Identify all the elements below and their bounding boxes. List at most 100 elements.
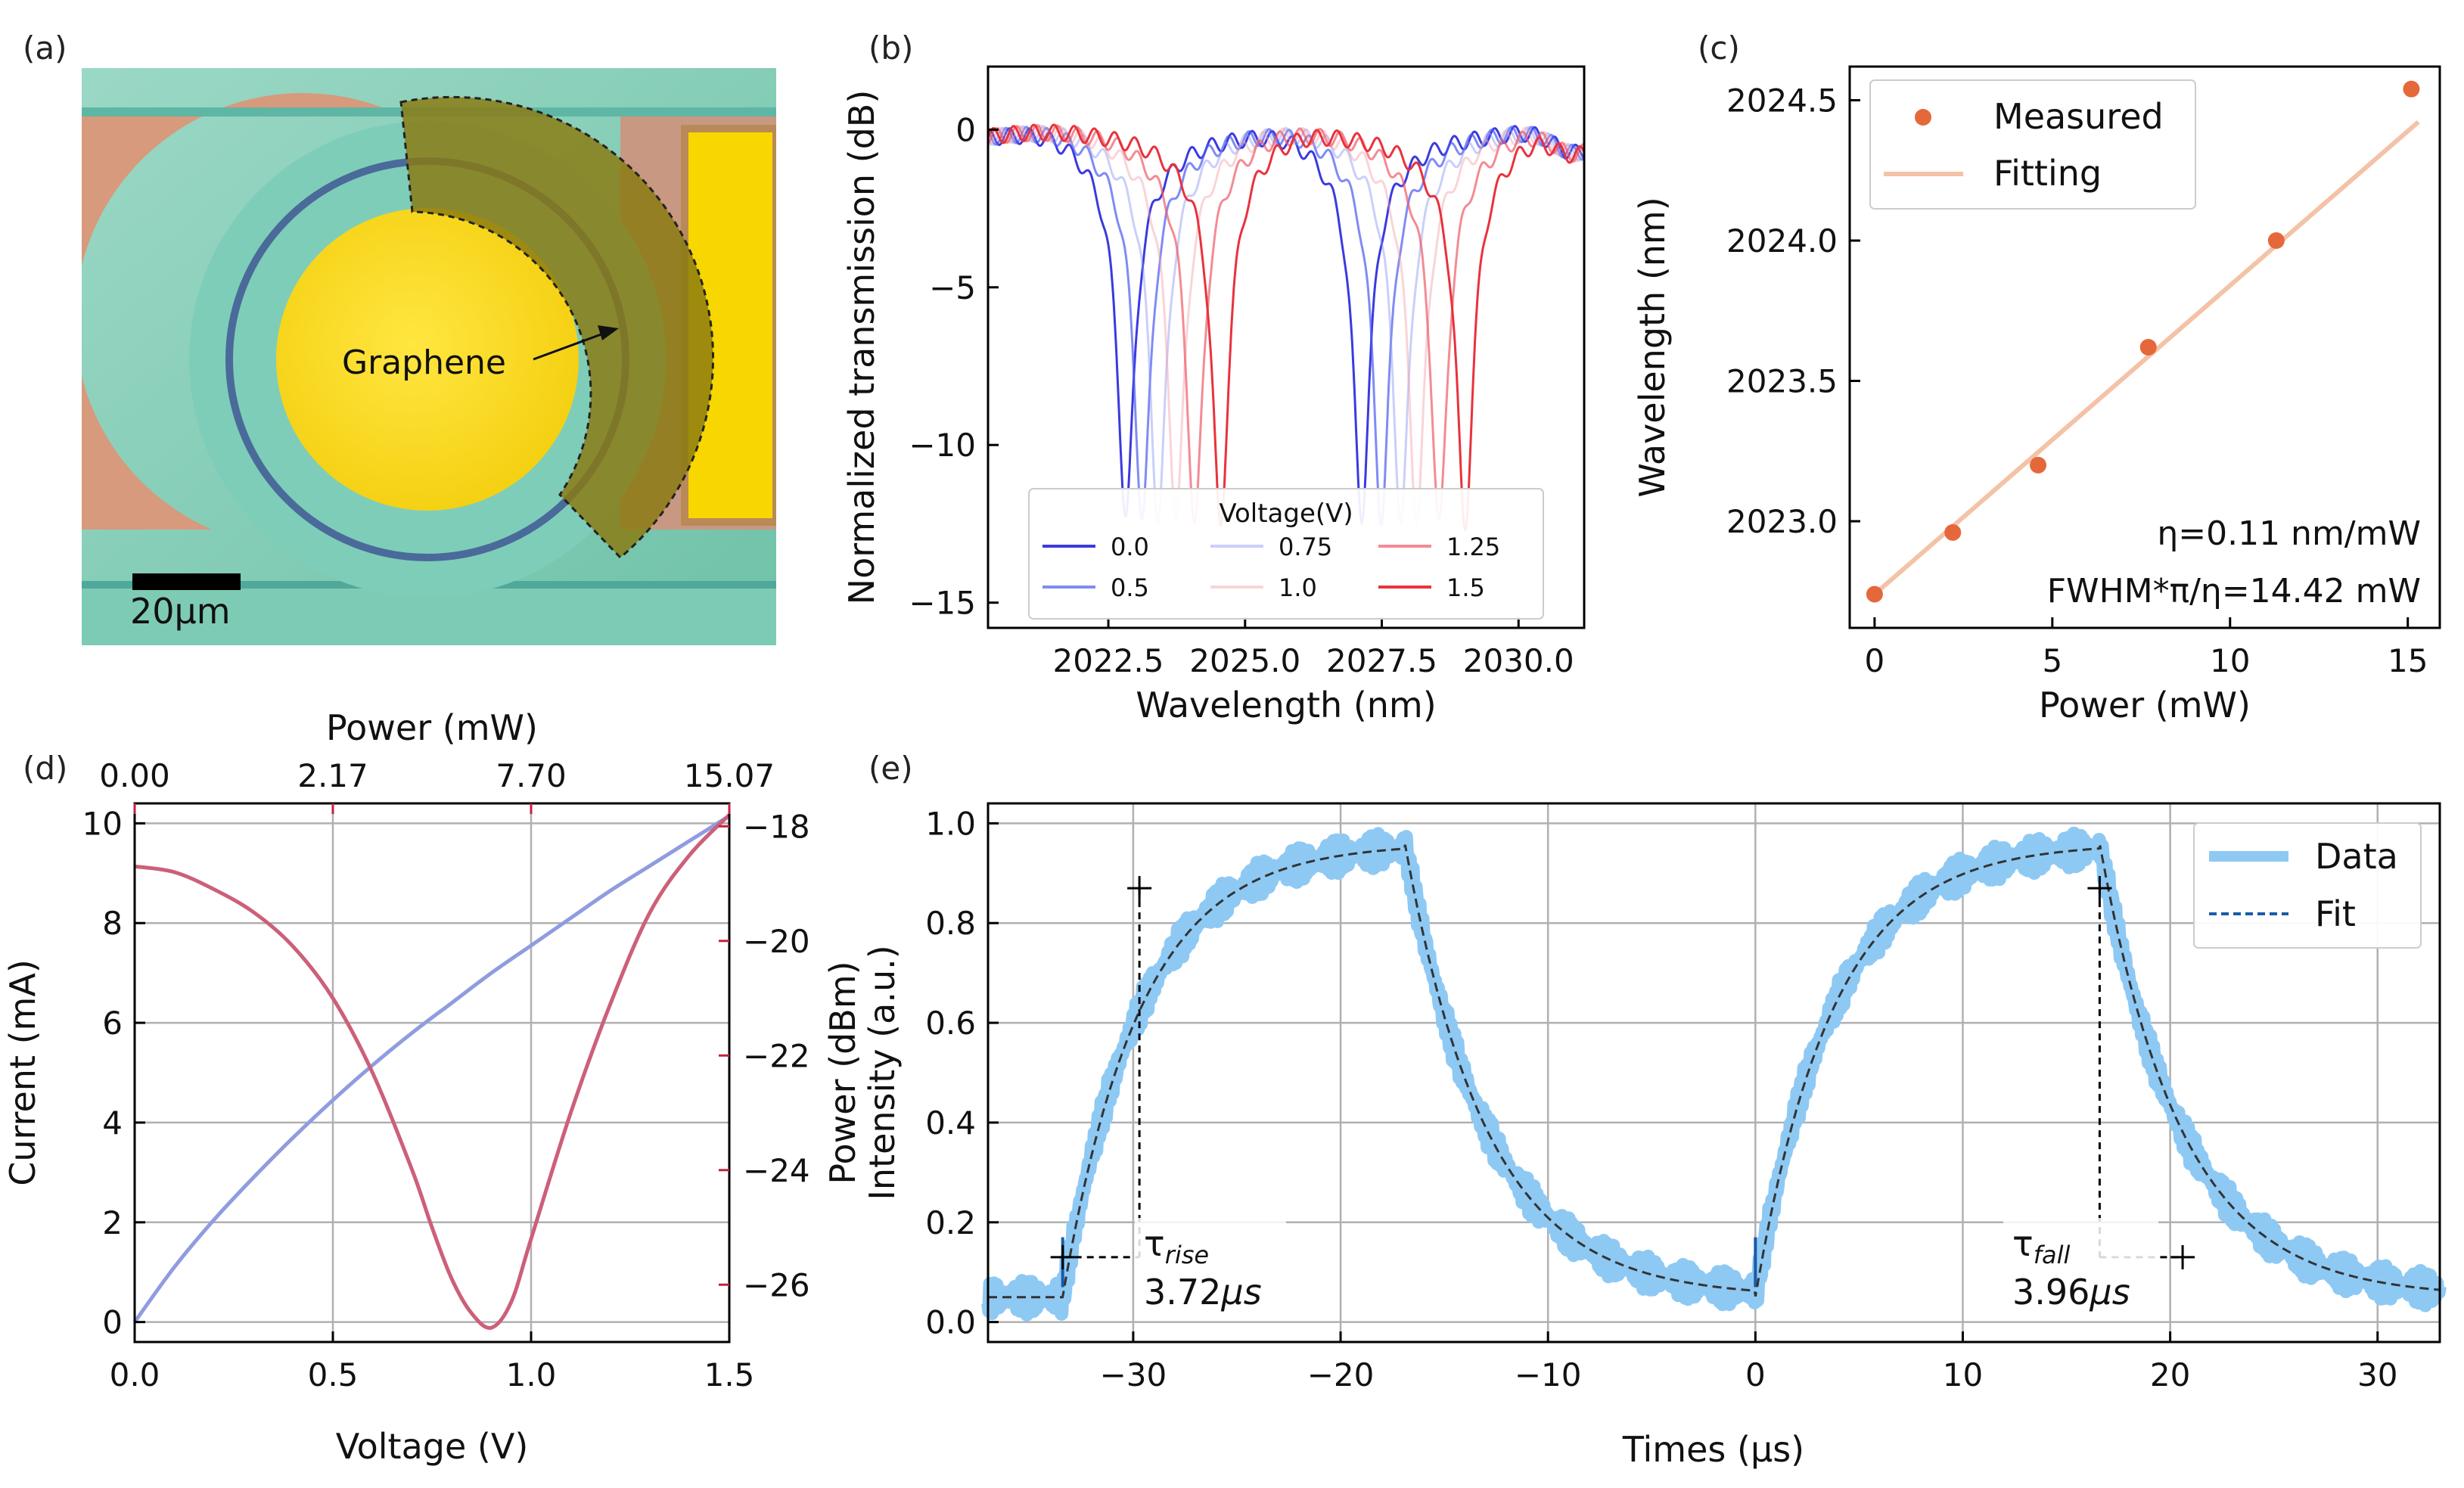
- panel-d-top-xlabel: Power (mW): [326, 707, 538, 748]
- panel-c-axes: [1848, 65, 2441, 629]
- legend-fitting: Fitting: [1993, 153, 2102, 194]
- d-ytick-label: 10: [82, 805, 123, 842]
- panel-e-ylabel: Intensity (a.u.): [862, 945, 903, 1200]
- panel-e-series: [981, 826, 2447, 1322]
- svg-text:3.96μs: 3.96μs: [2012, 1272, 2130, 1312]
- panel-b-series: [987, 123, 1586, 532]
- panel-b-legend: Voltage(V) 0.0 0.5 0.75 1.0 1.25 1.5: [1028, 488, 1544, 620]
- d-top-tick-label: 2.17: [297, 757, 368, 794]
- b-xtick-label: 2030.0: [1463, 642, 1574, 679]
- panel-d-series: [132, 813, 731, 1330]
- tau-fall-value: 3.96: [2012, 1272, 2090, 1312]
- panel-c-label: (c): [1698, 30, 1740, 67]
- panel-c: (c) 0 5 10 15 2023.0 2023.5 2024.0 2024.5 Power…: [1632, 30, 2441, 725]
- measured-point: [2267, 232, 2285, 250]
- c-xtick-label: 15: [2388, 642, 2428, 679]
- d-xtick-label: 1.5: [704, 1356, 755, 1393]
- panel-d-label: (d): [23, 750, 67, 787]
- panel-e-xlabel: Times (μs): [1622, 1429, 1804, 1470]
- graphene-arrow: [533, 331, 606, 361]
- legend-label-1.25: 1.25: [1446, 533, 1500, 561]
- d-ytick-right-label: −24: [743, 1152, 810, 1189]
- series-line-0.5: [987, 126, 1586, 527]
- legend-data: Data: [2315, 836, 2398, 877]
- panel-c-series: [1866, 80, 2420, 603]
- e-xtick-label: −10: [1515, 1356, 1582, 1393]
- e-ytick-label: 0.4: [925, 1104, 976, 1142]
- panel-d-ylabel-left: Current (mA): [2, 959, 43, 1186]
- panel-d-grid: [133, 803, 731, 1342]
- d-xtick-label: 1.0: [506, 1356, 557, 1393]
- series-line-1.0: [987, 124, 1586, 529]
- series-line-1.25: [987, 123, 1585, 524]
- panel-b-axes: [987, 65, 1586, 629]
- panel-e-label: (e): [868, 750, 913, 787]
- measured-point: [2030, 456, 2047, 474]
- panel-b-xlabel: Wavelength (nm): [1136, 685, 1436, 725]
- panel-e-legend: Data Fit: [2193, 822, 2422, 949]
- e-ytick-label: 1.0: [925, 805, 976, 842]
- panel-e-ticks: −30 −20 −10 0 10 20 30 0.0 0.2 0.4 0.6 0.8 1.0: [925, 805, 2397, 1393]
- panel-e-axes: [987, 802, 2441, 1344]
- gold-pad-right: [681, 125, 776, 526]
- d-top-tick-label: 0.00: [99, 757, 170, 794]
- tau-fall-symbol: τ: [2012, 1223, 2034, 1264]
- graphene-label: Graphene: [342, 343, 506, 382]
- series-line-1.5: [987, 123, 1586, 532]
- b-ytick-label: −10: [909, 427, 976, 464]
- legend-label-0.75: 0.75: [1279, 533, 1332, 561]
- panel-c-legend: Measured Fitting: [1869, 79, 2196, 210]
- panel-a: (a): [23, 30, 776, 645]
- d-top-tick-label: 15.07: [684, 757, 775, 794]
- legend-label-0.0: 0.0: [1111, 533, 1149, 561]
- b-xtick-label: 2025.0: [1189, 642, 1300, 679]
- e-ytick-label: 0.2: [925, 1204, 976, 1241]
- legend-measured-marker: [1915, 109, 1931, 126]
- tau-fall-annotation: τfall 3.96μs: [2003, 1218, 2158, 1316]
- fit-line: [1872, 120, 2420, 596]
- data-band: [981, 826, 2447, 1322]
- d-ytick-right-label: −20: [743, 923, 810, 960]
- measured-point: [1866, 586, 1883, 603]
- tau-rise-symbol: τ: [1144, 1223, 1165, 1264]
- legend-fit: Fit: [2315, 893, 2356, 934]
- electrode-left: [82, 93, 393, 530]
- micrograph: Graphene 20μm: [82, 68, 776, 645]
- c-ytick-label: 2023.5: [1726, 363, 1838, 400]
- d-ytick-label: 2: [102, 1204, 123, 1241]
- d-ytick-right-label: −18: [743, 808, 810, 845]
- e-xtick-label: 30: [2357, 1356, 2397, 1393]
- tau-rise-annotation: τrise 3.72μs: [1135, 1218, 1286, 1316]
- panel-b-ylabel: Normalized transmission (dB): [841, 90, 882, 605]
- legend-label-1.5: 1.5: [1446, 573, 1485, 602]
- b-xtick-label: 2022.5: [1053, 642, 1164, 679]
- graphene-sector: [399, 95, 714, 560]
- e-xtick-label: −20: [1307, 1356, 1375, 1393]
- legend-label-1.0: 1.0: [1279, 573, 1317, 602]
- svg-text:τfall: τfall: [2012, 1223, 2070, 1269]
- series-line-0.75: [987, 125, 1586, 526]
- svg-text:τrise: τrise: [1144, 1223, 1209, 1269]
- legend-measured: Measured: [1993, 96, 2164, 137]
- d-ytick-label: 6: [102, 1005, 123, 1042]
- scale-bar: [132, 573, 241, 590]
- d-ytick-right-label: −26: [743, 1266, 810, 1303]
- c-xtick-label: 10: [2210, 642, 2250, 679]
- b-ytick-label: −15: [909, 585, 976, 622]
- c-ytick-label: 2024.5: [1726, 82, 1838, 120]
- panel-d-ylabel-right: Power (dBm): [822, 961, 863, 1184]
- gold-pad: [276, 208, 579, 511]
- tau-fall-unit: μs: [2089, 1272, 2130, 1312]
- b-ytick-label: −5: [929, 269, 976, 306]
- panel-d-axes: [133, 802, 731, 1344]
- series-line-power: [134, 813, 731, 1330]
- series-line-0.0: [987, 125, 1585, 526]
- eta-annotation: η=0.11 nm/mW: [2157, 514, 2421, 553]
- c-ytick-label: 2023.0: [1726, 503, 1838, 540]
- d-xtick-label: 0.0: [110, 1356, 160, 1393]
- svg-text:3.72μs: 3.72μs: [1144, 1272, 1262, 1312]
- panel-a-label: (a): [23, 30, 67, 67]
- e-ytick-label: 0.0: [925, 1304, 976, 1341]
- series-line-current: [132, 814, 731, 1324]
